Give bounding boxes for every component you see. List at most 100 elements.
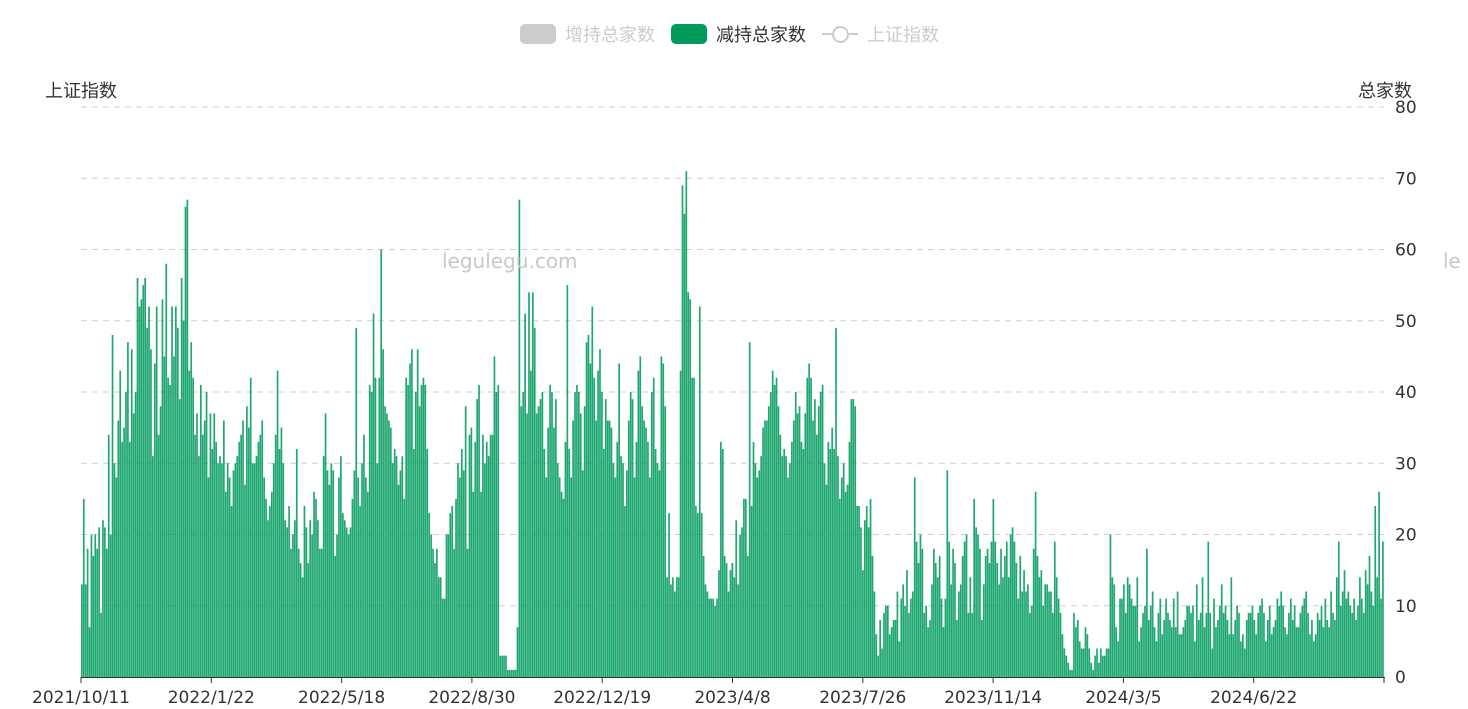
bar bbox=[146, 327, 148, 678]
bar bbox=[654, 449, 657, 677]
bar bbox=[858, 506, 860, 677]
bar bbox=[689, 299, 692, 678]
bar bbox=[269, 506, 271, 677]
bar bbox=[215, 441, 218, 678]
bar bbox=[224, 491, 227, 677]
bar bbox=[98, 527, 100, 678]
bar bbox=[374, 377, 377, 677]
bar bbox=[82, 498, 85, 678]
bar bbox=[474, 441, 477, 678]
bar bbox=[1040, 570, 1043, 678]
bar bbox=[910, 598, 912, 678]
bar bbox=[1372, 605, 1375, 677]
bar bbox=[1147, 620, 1150, 677]
bar bbox=[814, 399, 816, 678]
bar bbox=[620, 456, 622, 678]
bar bbox=[583, 406, 586, 677]
bar bbox=[1240, 641, 1242, 678]
bar bbox=[992, 498, 995, 678]
bar bbox=[270, 491, 273, 677]
bar bbox=[862, 570, 864, 678]
bar bbox=[766, 420, 768, 677]
legend-item-decrease[interactable]: 减持总家数 bbox=[671, 20, 806, 48]
bar bbox=[1303, 598, 1306, 678]
bar bbox=[142, 285, 145, 678]
bar bbox=[553, 427, 555, 678]
bar bbox=[545, 477, 548, 677]
bar bbox=[167, 377, 170, 677]
bar bbox=[503, 655, 505, 678]
bar bbox=[1113, 584, 1116, 678]
bar bbox=[624, 506, 626, 677]
bar bbox=[1169, 620, 1171, 677]
bar bbox=[105, 548, 108, 677]
legend-item-increase[interactable]: 增持总家数 bbox=[520, 20, 655, 48]
bar bbox=[217, 463, 219, 677]
bar bbox=[1320, 605, 1323, 677]
bar bbox=[1021, 591, 1023, 677]
bar bbox=[925, 605, 928, 677]
bar bbox=[1025, 591, 1027, 677]
bar bbox=[798, 406, 801, 677]
bar bbox=[1295, 627, 1298, 678]
bar bbox=[412, 449, 415, 677]
bar bbox=[1286, 634, 1288, 677]
bar bbox=[704, 584, 707, 678]
bar bbox=[591, 306, 594, 677]
bar bbox=[480, 491, 482, 677]
bar bbox=[585, 342, 588, 678]
bar bbox=[144, 278, 147, 677]
bar bbox=[729, 570, 732, 678]
bar bbox=[933, 548, 935, 677]
bar bbox=[1382, 541, 1384, 678]
bar bbox=[1182, 627, 1185, 678]
bar bbox=[718, 570, 720, 678]
bar bbox=[685, 171, 688, 678]
bar bbox=[647, 441, 649, 678]
bar bbox=[1243, 648, 1246, 677]
bar bbox=[743, 498, 745, 678]
bar bbox=[982, 584, 985, 678]
bar bbox=[457, 463, 459, 677]
bar bbox=[180, 278, 183, 677]
bar bbox=[1224, 605, 1227, 677]
bar bbox=[547, 427, 550, 678]
bar bbox=[1163, 620, 1166, 677]
bar bbox=[1236, 605, 1238, 677]
bar bbox=[349, 527, 352, 678]
bar bbox=[969, 577, 972, 677]
legend-item-index[interactable]: 上证指数 bbox=[822, 20, 939, 48]
bar bbox=[854, 406, 857, 677]
bar bbox=[1197, 620, 1200, 677]
bar bbox=[1059, 612, 1062, 678]
bar bbox=[1362, 612, 1365, 678]
bar bbox=[622, 463, 624, 677]
bar bbox=[1347, 591, 1350, 677]
bar bbox=[282, 463, 285, 677]
bar bbox=[1272, 627, 1275, 678]
bar bbox=[196, 413, 198, 678]
bar bbox=[249, 377, 252, 677]
bar bbox=[875, 634, 878, 677]
bar bbox=[796, 413, 799, 678]
bar bbox=[1199, 612, 1202, 678]
bar bbox=[297, 548, 300, 677]
bar bbox=[1080, 648, 1083, 677]
bar bbox=[1261, 598, 1263, 678]
bar bbox=[1084, 627, 1087, 678]
bar bbox=[919, 534, 922, 677]
bar bbox=[483, 463, 486, 677]
bar bbox=[1124, 612, 1127, 678]
bar bbox=[1067, 662, 1070, 677]
bar bbox=[1288, 612, 1290, 678]
bar bbox=[1274, 620, 1277, 677]
bar bbox=[1226, 620, 1229, 677]
bar bbox=[1107, 648, 1110, 677]
bar bbox=[84, 584, 87, 678]
bar bbox=[88, 627, 91, 678]
bar bbox=[961, 555, 964, 678]
bar bbox=[436, 548, 438, 677]
bar bbox=[1232, 634, 1235, 677]
bar bbox=[1128, 584, 1131, 678]
bar bbox=[1188, 605, 1190, 677]
